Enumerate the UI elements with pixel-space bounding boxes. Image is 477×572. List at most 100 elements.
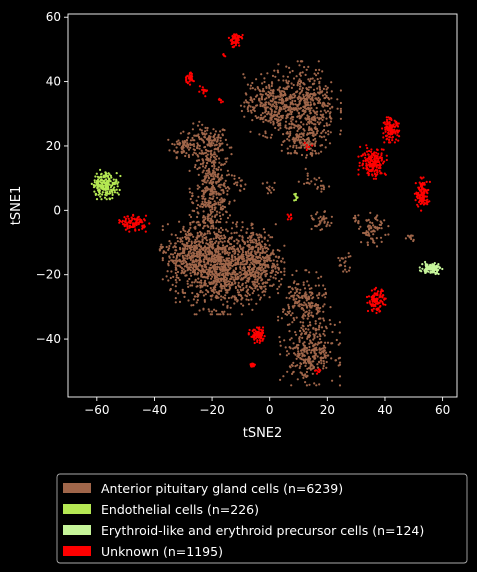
data-point [282, 310, 285, 313]
data-point [289, 130, 292, 133]
data-point [304, 360, 307, 364]
data-point [330, 81, 333, 84]
data-point [307, 137, 310, 140]
data-point [210, 141, 213, 144]
data-point [301, 348, 304, 351]
data-point [376, 164, 379, 167]
data-point [268, 258, 271, 262]
data-point [251, 280, 254, 283]
data-point [313, 382, 316, 385]
data-point [298, 146, 301, 149]
data-point [331, 379, 334, 382]
data-point [246, 83, 249, 86]
data-point [302, 128, 305, 131]
data-point [321, 104, 324, 107]
data-point [253, 328, 256, 331]
data-point [368, 149, 371, 153]
data-point [286, 370, 289, 373]
data-point [311, 372, 314, 375]
data-point [224, 179, 227, 182]
data-point [250, 234, 253, 237]
data-point [204, 248, 208, 251]
data-point [237, 281, 240, 284]
data-point [313, 335, 316, 338]
data-point [289, 117, 292, 120]
data-point [213, 148, 216, 151]
data-point [256, 251, 259, 254]
data-point [338, 384, 342, 387]
data-point [247, 254, 250, 258]
data-point [292, 83, 295, 87]
data-point [219, 268, 222, 272]
data-point [206, 129, 209, 132]
data-point [313, 103, 316, 106]
data-point [290, 82, 293, 85]
data-point [236, 275, 239, 278]
data-point [257, 249, 260, 252]
data-point [309, 351, 313, 354]
data-point [219, 139, 222, 142]
data-point [303, 66, 306, 69]
data-point [107, 188, 110, 191]
data-point [198, 244, 201, 248]
data-point [335, 338, 338, 342]
data-point [235, 184, 239, 187]
data-point [324, 346, 327, 349]
data-point [289, 103, 292, 106]
data-point [185, 79, 188, 82]
data-point [391, 135, 394, 139]
data-point [369, 303, 372, 306]
data-point [297, 127, 300, 131]
data-point [217, 279, 220, 282]
data-point [320, 136, 323, 139]
data-point [322, 116, 325, 119]
data-point [267, 96, 270, 99]
data-point [196, 255, 199, 258]
data-point [305, 370, 308, 374]
data-point [230, 262, 233, 265]
data-point [209, 232, 212, 235]
data-point [279, 124, 282, 127]
data-point [192, 220, 195, 223]
data-point [219, 217, 222, 220]
data-point [312, 333, 315, 336]
data-point [97, 193, 100, 196]
data-point [199, 252, 202, 255]
data-point [215, 213, 218, 216]
data-point [229, 306, 232, 309]
data-point [270, 84, 273, 88]
data-point [394, 125, 397, 128]
x-tick-label: 0 [266, 403, 274, 417]
data-point [293, 199, 296, 202]
data-point [303, 182, 306, 185]
data-point [197, 250, 200, 253]
data-point [191, 201, 194, 204]
data-point [395, 129, 399, 132]
data-point [328, 319, 331, 322]
data-point [127, 217, 130, 220]
data-point [231, 295, 234, 298]
data-point [221, 310, 224, 313]
data-point [188, 80, 191, 83]
data-point [194, 163, 197, 167]
data-point [200, 273, 203, 276]
data-point [238, 291, 241, 294]
data-point [248, 248, 251, 251]
data-point [307, 301, 310, 305]
data-point [276, 287, 279, 291]
data-point [224, 187, 228, 190]
data-point [398, 129, 401, 132]
data-point [207, 176, 210, 179]
data-point [296, 60, 299, 63]
data-point [267, 90, 270, 93]
data-point [387, 225, 390, 228]
data-point [320, 341, 323, 344]
data-point [315, 372, 319, 375]
data-point [253, 238, 256, 241]
data-point [290, 113, 293, 116]
data-point [369, 159, 372, 162]
data-point [208, 135, 211, 138]
data-point [270, 81, 274, 84]
data-point [277, 111, 280, 114]
data-point [264, 118, 267, 122]
